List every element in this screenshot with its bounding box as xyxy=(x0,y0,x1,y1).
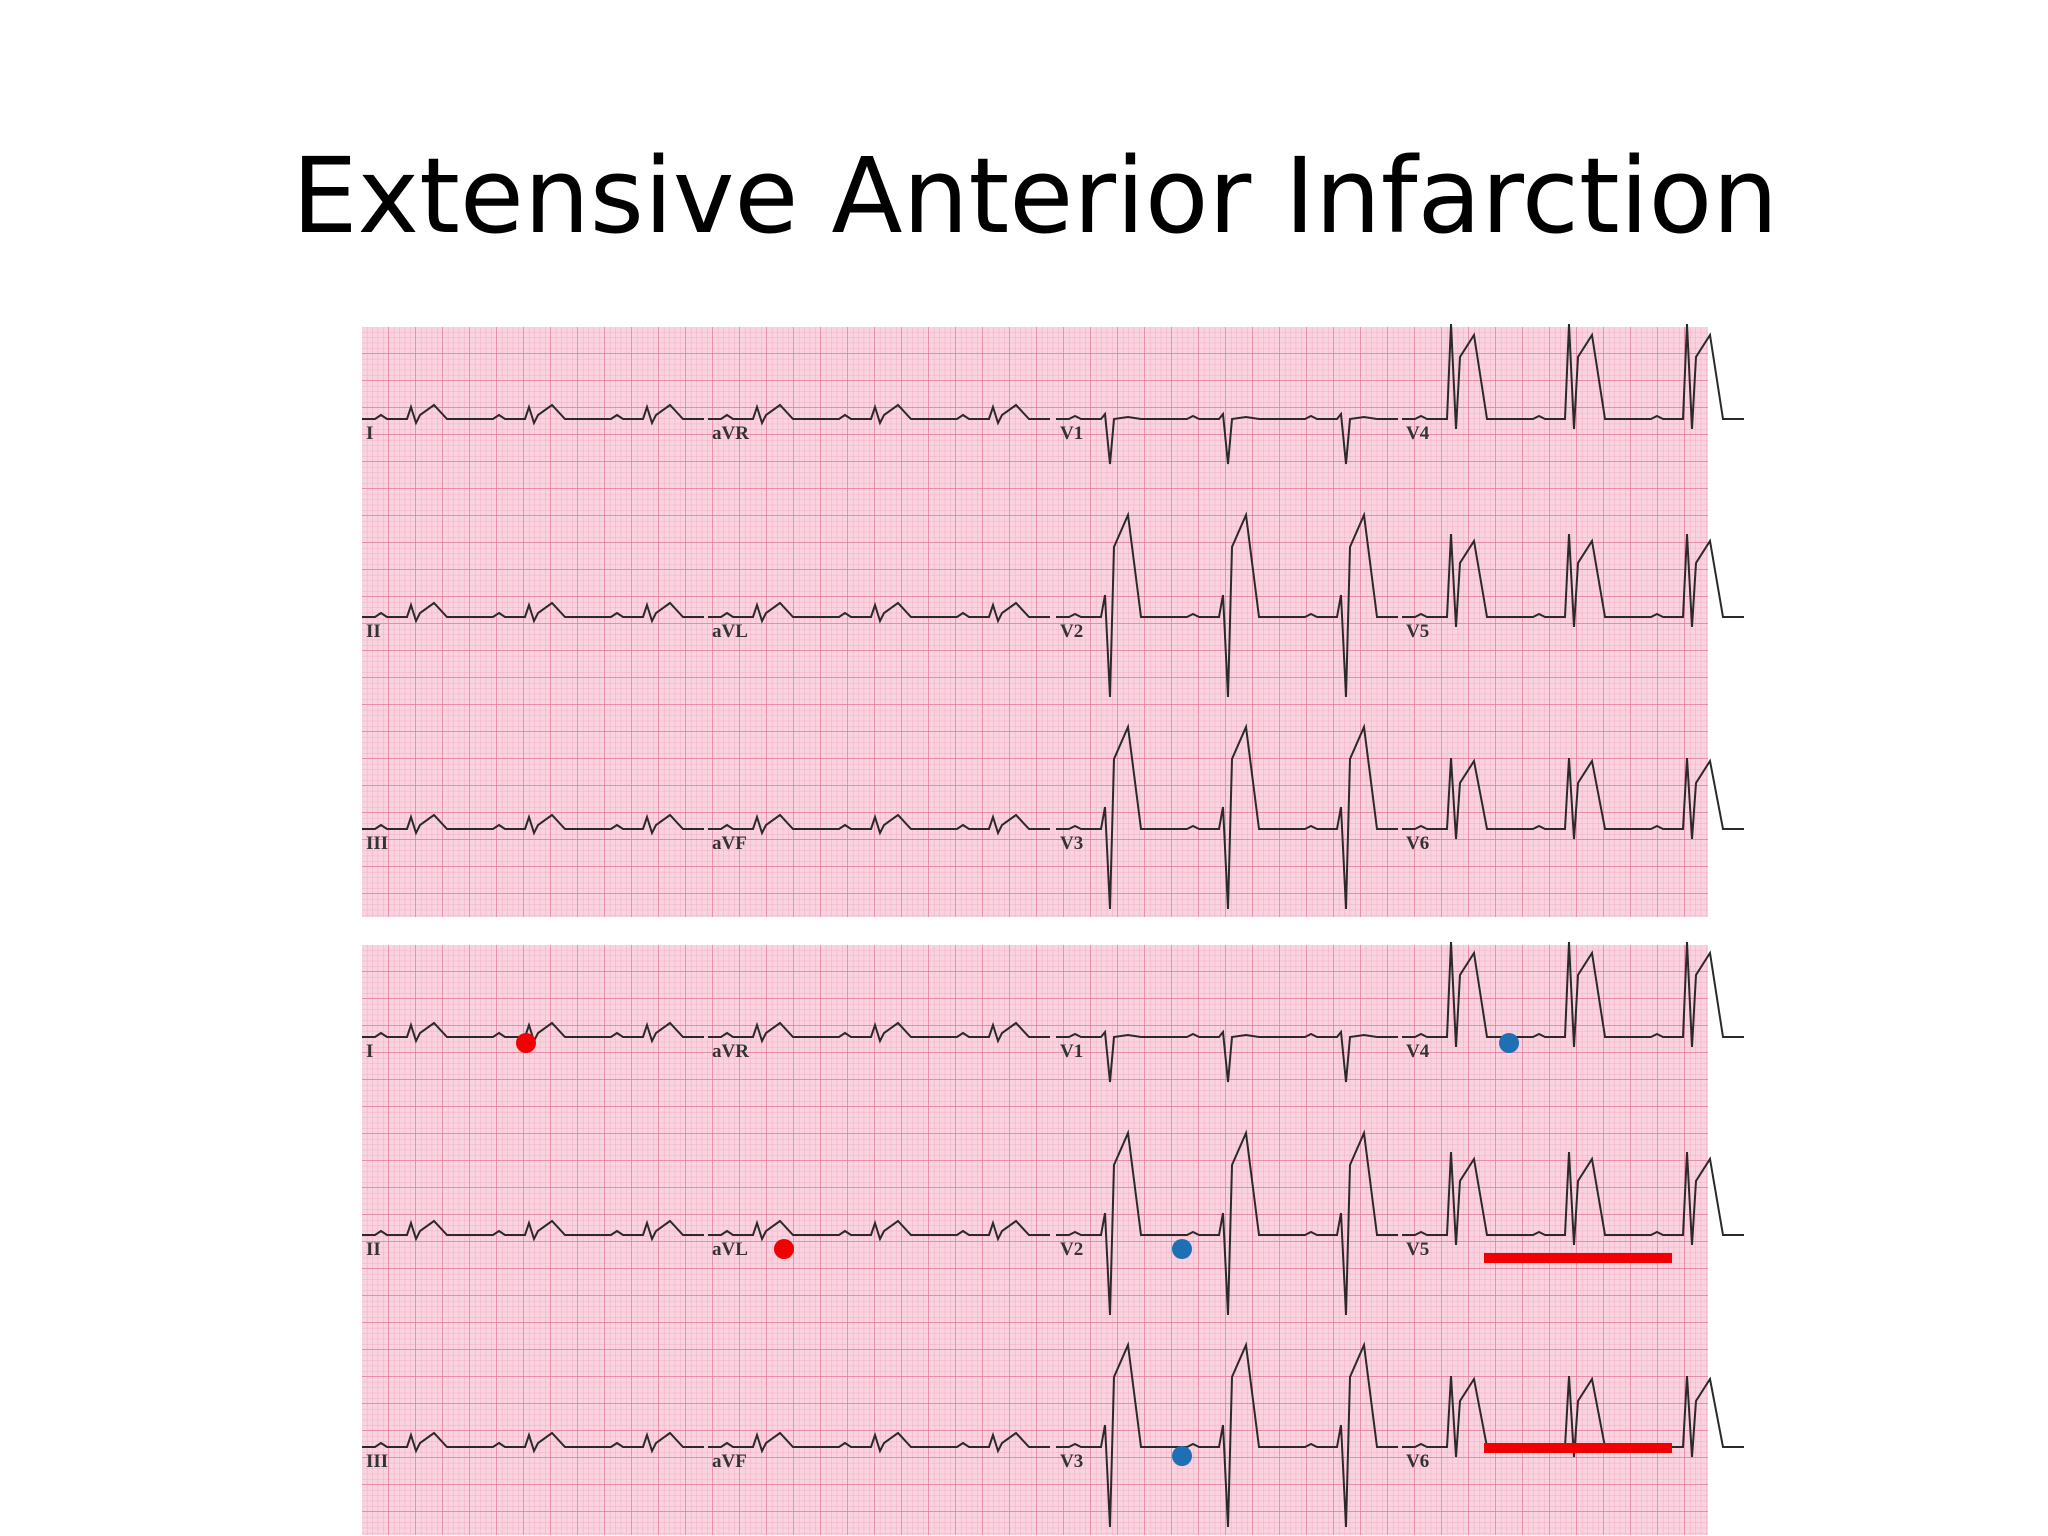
lead-label: aVF xyxy=(712,1451,747,1472)
blue-dot xyxy=(1172,1446,1192,1466)
lead-label: II xyxy=(366,1239,381,1260)
ecg-trace xyxy=(1056,1129,1398,1316)
lead-label: V1 xyxy=(1060,1041,1083,1062)
ecg-trace xyxy=(362,1219,704,1242)
lead-label: V5 xyxy=(1406,621,1429,642)
red-bar xyxy=(1484,1443,1672,1453)
ecg-trace xyxy=(362,601,704,624)
ecg-grid-lines xyxy=(362,327,1708,917)
lead-label: V3 xyxy=(1060,833,1083,854)
lead-label: V2 xyxy=(1060,621,1083,642)
ecg-trace xyxy=(1402,1375,1744,1458)
blue-dot xyxy=(1172,1239,1192,1259)
ecg-trace xyxy=(362,813,704,836)
ecg-trace xyxy=(1402,1151,1744,1246)
lead-label: V3 xyxy=(1060,1451,1083,1472)
lead-label: V6 xyxy=(1406,833,1429,854)
lead-label: aVL xyxy=(712,1239,748,1260)
lead-label: V4 xyxy=(1406,423,1430,444)
red-dot xyxy=(516,1033,536,1053)
annotations xyxy=(516,1033,1672,1466)
ecg-trace xyxy=(708,1021,1050,1044)
ecg-trace xyxy=(362,1431,704,1454)
ecg-trace xyxy=(708,813,1050,836)
ecg-trace xyxy=(362,403,704,426)
ecg-trace xyxy=(708,1219,1050,1242)
ecg-trace xyxy=(708,403,1050,426)
lead-label: aVR xyxy=(712,423,749,444)
slide-title: Extensive Anterior Infarction xyxy=(292,135,1778,257)
lead-label: III xyxy=(366,833,388,854)
ecg-trace xyxy=(1056,411,1398,465)
ecg-trace xyxy=(1402,323,1744,430)
ecg-trace xyxy=(362,1021,704,1044)
ecg-trace xyxy=(1402,757,1744,840)
ecg-trace xyxy=(708,601,1050,624)
lead-label: II xyxy=(366,621,381,642)
lead-label: V1 xyxy=(1060,423,1083,444)
lead-label: aVL xyxy=(712,621,748,642)
ecg-trace xyxy=(708,1431,1050,1454)
ecg-trace xyxy=(1402,941,1744,1048)
red-bar xyxy=(1484,1253,1672,1263)
lead-label: aVR xyxy=(712,1041,749,1062)
lead-label: V2 xyxy=(1060,1239,1083,1260)
blue-dot xyxy=(1499,1033,1519,1053)
ecg-trace xyxy=(1402,533,1744,628)
ecg-grid-lines xyxy=(362,945,1708,1535)
red-dot xyxy=(774,1239,794,1259)
lead-label: V4 xyxy=(1406,1041,1430,1062)
ecg-trace xyxy=(1056,1029,1398,1083)
ecg-trace xyxy=(1056,1341,1398,1528)
ecg-trace xyxy=(1056,511,1398,698)
lead-label: V5 xyxy=(1406,1239,1429,1260)
lead-label: V6 xyxy=(1406,1451,1429,1472)
lead-label: I xyxy=(366,423,373,444)
lead-label: III xyxy=(366,1451,388,1472)
lead-label: I xyxy=(366,1041,373,1062)
lead-label: aVF xyxy=(712,833,747,854)
ecg-trace xyxy=(1056,723,1398,910)
